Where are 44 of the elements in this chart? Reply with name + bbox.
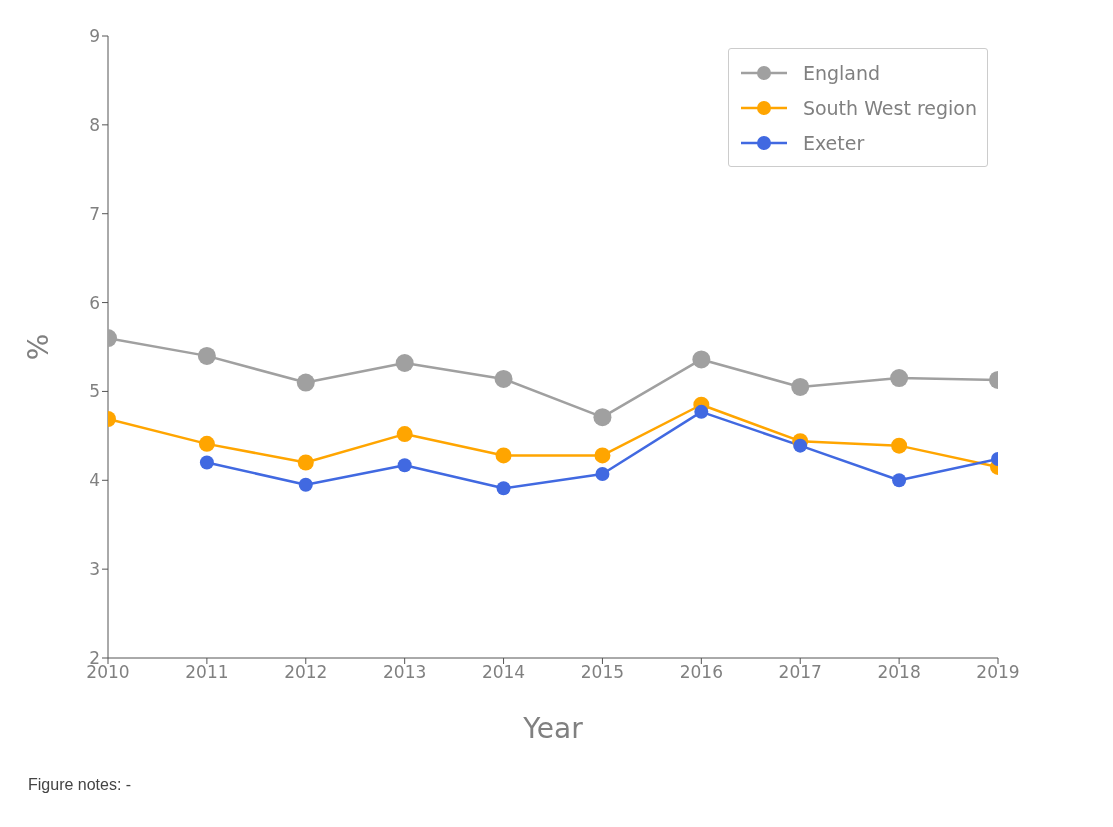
point (594, 447, 611, 464)
y-tick-label: 5 (89, 381, 100, 402)
y-tick-label: 4 (89, 470, 100, 491)
point (199, 455, 214, 470)
point (397, 458, 412, 473)
x-tick-label: 2016 (679, 662, 723, 683)
point (793, 438, 808, 453)
point (891, 437, 908, 454)
point (198, 435, 215, 452)
legend-label: South West region (802, 96, 977, 119)
point (890, 369, 909, 388)
y-tick-label: 8 (89, 114, 100, 135)
y-tick-label: 9 (89, 26, 100, 47)
point (791, 377, 810, 396)
point (298, 477, 313, 492)
y-tick-label: 3 (89, 559, 100, 580)
point (595, 467, 610, 482)
y-tick-label: 7 (89, 203, 100, 224)
legend-label: England (802, 61, 881, 84)
x-tick-label: 2012 (284, 662, 328, 683)
point (496, 481, 511, 496)
x-tick-label: 2019 (976, 662, 1020, 683)
text: Figure notes: - (28, 776, 133, 794)
point (396, 426, 413, 443)
point (694, 404, 709, 419)
point (494, 369, 513, 388)
x-tick-label: 2017 (778, 662, 822, 683)
point (197, 346, 216, 365)
legend-label: Exeter (802, 131, 865, 154)
x-tick-label: 2015 (580, 662, 625, 683)
point (395, 353, 414, 372)
y-axis-title: % (21, 333, 55, 361)
point (892, 473, 907, 488)
x-axis-title: Year (522, 712, 584, 745)
point (692, 350, 711, 369)
point (297, 454, 314, 471)
point (495, 447, 512, 464)
point (296, 373, 315, 392)
x-tick-label: 2014 (481, 662, 526, 683)
x-tick-label: 2013 (383, 662, 427, 683)
x-tick-label: 2018 (877, 662, 921, 683)
x-tick-label: 2011 (185, 662, 229, 683)
point (593, 408, 612, 427)
y-tick-label: 6 (89, 292, 100, 313)
